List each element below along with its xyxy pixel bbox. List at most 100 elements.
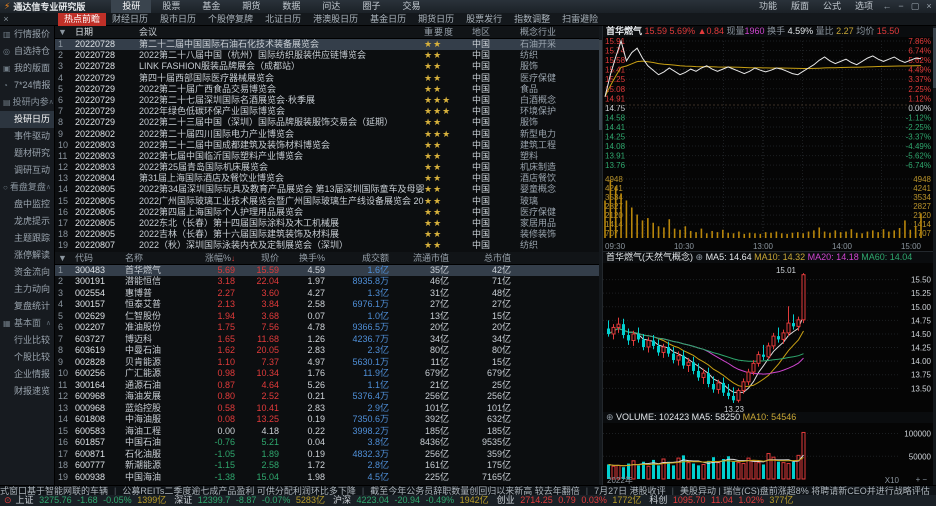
- conference-row-6[interactable]: 7 20220729 2022年绿色低碳环保产业国际博览会 ★★★ 中国 环境保…: [58, 106, 557, 117]
- intraday-chart[interactable]: 15.91 7.86% 15.74 6.74% 15.58 5.62% 15.41 4.49%…: [603, 37, 933, 251]
- stock-row-0[interactable]: 1 300483 首华燃气 5.69 15.59 4.59 1.6亿 35亿 4…: [55, 264, 602, 277]
- conference-row-3[interactable]: 4 20220729 第四十届西部国际医疗器械展览会 ★★ 中国 医疗保健: [58, 72, 557, 83]
- stock-row-7[interactable]: 8 603619 中曼石油 1.62 20.05 2.83 2.3亿 80亿 8…: [58, 345, 511, 356]
- ticker-item-3[interactable]: 7月27日 港股收评: [594, 486, 666, 495]
- conference-row-13[interactable]: 14 20220805 2022第34届深圳国际玩具及教育产品展览会 第13届深…: [58, 184, 557, 195]
- menu-item-3[interactable]: 期货: [242, 1, 261, 11]
- zoom-out-icon[interactable]: −: [922, 475, 929, 484]
- sidebar-item-16[interactable]: 复盘统计: [14, 301, 51, 311]
- sidebar-item-10[interactable]: 盘中监控: [14, 199, 51, 209]
- sidebar-item-20[interactable]: 企业情报: [14, 369, 51, 379]
- sidebar-group-9[interactable]: ○ 看盘复盘 ∧: [0, 179, 54, 196]
- sidebar-item-14[interactable]: 资金流向: [14, 267, 51, 277]
- tab-9[interactable]: 指数调整: [514, 13, 551, 24]
- menu-item-5[interactable]: 问达: [322, 1, 341, 11]
- conference-row-16[interactable]: 17 20220805 2022东北（长春）第十四届国际涂料及木工机械展 ★★ …: [58, 218, 557, 228]
- conference-row-7[interactable]: 8 20220729 2022第二十三届中国（深圳）国际品牌服装服饰交易会（延期…: [58, 117, 539, 128]
- tab-2[interactable]: 股市日历: [160, 13, 197, 24]
- index-3[interactable]: 创业 2714.25 0.79 0.03% 1772亿: [496, 495, 642, 505]
- window-button-3[interactable]: ×: [926, 1, 932, 11]
- menu-item-4[interactable]: 数据: [282, 1, 301, 11]
- menu-right-2[interactable]: 公式: [822, 1, 841, 11]
- conference-row-14[interactable]: 15 20220805 2022广州国际玻璃工业技术展览会暨广州国际玻璃生产线设…: [58, 195, 539, 206]
- conference-row-4[interactable]: 5 20220729 2022第二十届广西食品交易博览会 ★★ 中国 食品: [58, 83, 539, 94]
- sidebar-item-5[interactable]: 投研日历: [0, 111, 54, 128]
- index-1[interactable]: 深证 12399.7 -8.87 -0.07% 5283亿: [174, 495, 325, 505]
- sidebar-item-6[interactable]: 事件驱动: [14, 131, 51, 141]
- conference-row-17[interactable]: 18 20220805 2022吉林（长春）第十六届国际建筑装饰及材料展 ★★ …: [58, 229, 557, 240]
- tab-10[interactable]: 扫雷避险: [562, 13, 599, 24]
- sidebar-item-13[interactable]: 涨停解读: [14, 250, 51, 260]
- tab-7[interactable]: 期货日历: [418, 13, 455, 24]
- kline-chart[interactable]: 15.50 15.25 15.00 14.75 14.50 14.25 14.00 13.75…: [603, 263, 933, 412]
- conference-row-11[interactable]: 12 20220803 2022第25届青岛国际机床展览会 ★★ 中国 机床制造: [58, 162, 557, 173]
- stock-row-10[interactable]: 11 300164 通源石油 0.87 4.64 5.26 1.1亿 21亿 2…: [58, 379, 511, 390]
- conference-row-12[interactable]: 13 20220804 第31届上海国际酒店及餐饮业博览会 ★★ 中国 酒店餐饮: [58, 173, 557, 184]
- sidebar-item-3[interactable]: ◔ 7*24情报: [0, 77, 54, 94]
- index-4[interactable]: 科创 1095.70 11.04 1.02% 377亿: [649, 495, 794, 505]
- seq-header[interactable]: ▼: [58, 27, 67, 37]
- ticker-item-4[interactable]: 美股异动 | 瑞信(CS)盘前涨超8% 将聘请新CEO并进行战略评估: [679, 486, 930, 495]
- conference-row-5[interactable]: 6 20220729 2022第二十七届深圳国际名酒展览会·秋季展 ★★★ 中国…: [58, 94, 557, 105]
- sidebar-item-2[interactable]: ▣ 我的版面: [0, 60, 54, 77]
- window-button-0[interactable]: ←: [882, 1, 892, 11]
- stock-row-18[interactable]: 19 600938 中国海油 -1.38 15.04 1.98 4.5亿 225…: [58, 471, 511, 482]
- ticker-item-1[interactable]: 公募REITs二季度逾七成产品盈利 可供分配利润环比多下降: [122, 486, 356, 495]
- sidebar-item-18[interactable]: 行业比较: [14, 335, 51, 345]
- ticker-item-2[interactable]: 截至今年公务员辞职数量创回归以来新高 较去年翻倍: [370, 486, 580, 495]
- index-0[interactable]: 上证 3275.76 -1.68 -0.05% 1399亿: [15, 495, 167, 505]
- volume-chart[interactable]: 100000 50000 2022年 X10: [603, 423, 933, 484]
- zoom-buttons[interactable]: +−: [916, 475, 929, 484]
- stock-row-12[interactable]: 13 000968 蓝焰控股 0.58 10.41 2.83 2.9亿 101亿…: [58, 402, 511, 413]
- sidebar-item-8[interactable]: 调研互动: [14, 165, 51, 175]
- stock-row-8[interactable]: 9 002828 贝肯能源 1.10 7.37 4.97 5630.1万 11亿…: [58, 356, 511, 367]
- conference-row-8[interactable]: 9 20220802 2022第二十届四川国际电力产业博览会 ★★★ 中国 新型…: [58, 128, 557, 139]
- sidebar-item-15[interactable]: 主力动向: [14, 284, 51, 294]
- conference-row-9[interactable]: 10 20220803 2022第二十二届中国成都建筑及装饰材料博览会 ★★ 中…: [58, 139, 557, 150]
- scrollbar-thumb[interactable]: [599, 40, 602, 130]
- tab-6[interactable]: 基金日历: [370, 13, 407, 24]
- tab-3[interactable]: 个股停复牌: [208, 13, 254, 24]
- menu-right-3[interactable]: 选项: [854, 1, 873, 11]
- menu-item-0[interactable]: 投研: [111, 0, 152, 13]
- tab-0[interactable]: 热点前瞻: [58, 12, 107, 26]
- tab-1[interactable]: 财经日历: [112, 13, 149, 24]
- conference-row-1[interactable]: 2 20220728 2022第二十八届中国（杭州）国际纺织服装供应链博览会 ★…: [58, 50, 539, 61]
- sidebar-item-7[interactable]: 题材研究: [14, 148, 51, 158]
- news-ticker[interactable]: 式窗口基于智能网联的车辆 | 公募REITs二季度逾七成产品盈利 可供分配利润环比多…: [0, 485, 936, 495]
- tab-4[interactable]: 北证日历: [265, 13, 302, 24]
- collapse-icon[interactable]: ∧: [45, 320, 51, 327]
- stock-row-3[interactable]: 4 300157 恒泰艾普 2.13 3.84 2.58 6976.1万 27亿…: [58, 299, 511, 310]
- sidebar-item-11[interactable]: 龙虎提示: [14, 216, 51, 226]
- stock-row-16[interactable]: 17 600871 石化油服 -1.05 1.89 0.19 4832.3万 2…: [58, 448, 511, 459]
- stock-row-1[interactable]: 2 300191 潜能恒信 3.18 22.04 1.97 8935.8万 46…: [58, 276, 511, 287]
- conference-row-15[interactable]: 16 20220805 2022第四届上海国际个人护理用品展览会 ★★ 中国 医…: [58, 206, 557, 217]
- stock-row-17[interactable]: 18 600777 新潮能源 -1.15 2.58 1.72 2.8亿 161亿…: [58, 460, 511, 471]
- table-scrollbar[interactable]: [599, 26, 602, 485]
- window-button-1[interactable]: −: [898, 1, 904, 11]
- close-panel-icon[interactable]: ×: [3, 14, 9, 24]
- menu-item-2[interactable]: 基金: [202, 1, 221, 11]
- stock-row-5[interactable]: 6 002207 准油股份 1.75 7.56 4.78 9366.5万 20亿…: [58, 322, 511, 333]
- stock-row-4[interactable]: 5 002629 仁智股份 1.94 3.68 0.07 1.0亿 13亿 15…: [58, 310, 511, 321]
- window-button-2[interactable]: ▢: [910, 1, 920, 11]
- menu-right-0[interactable]: 功能: [758, 1, 777, 11]
- collapse-icon[interactable]: ∧: [45, 184, 51, 191]
- conference-row-10[interactable]: 11 20220803 2022第七届中国临沂国际塑料产业博览会 ★★ 中国 塑…: [58, 150, 539, 161]
- tab-8[interactable]: 股票发行: [466, 13, 503, 24]
- conference-row-0[interactable]: 1 20220728 第二十二届中国国际石油石化技术装备展览会 ★★ 中国 石油…: [55, 39, 602, 51]
- menu-item-1[interactable]: 股票: [162, 1, 181, 11]
- zoom-in-icon[interactable]: +: [915, 475, 923, 484]
- stock-row-14[interactable]: 15 600583 海油工程 0.00 4.18 0.22 3998.2万 18…: [58, 425, 511, 436]
- sidebar-group-17[interactable]: ▦ 基本面 ∧: [0, 315, 54, 332]
- stock-row-2[interactable]: 3 002554 惠博普 2.27 3.60 4.27 1.3亿 31亿 48亿: [58, 287, 511, 298]
- panel-scrollbar[interactable]: [933, 26, 936, 485]
- conference-row-2[interactable]: 3 20220728 LINK FASHION服装品牌展会（成都站） ★★ 中国…: [58, 61, 539, 72]
- scrollbar-thumb[interactable]: [933, 28, 936, 88]
- stock-row-11[interactable]: 12 600968 海油发展 0.80 2.52 0.21 5376.4万 25…: [58, 391, 511, 402]
- ticker-item-0[interactable]: 式窗口基于智能网联的车辆: [0, 486, 109, 495]
- sidebar-item-1[interactable]: ◎ 自选持仓: [0, 43, 54, 60]
- sidebar-item-0[interactable]: ▥ 行情报价: [0, 26, 54, 43]
- menu-item-6[interactable]: 圈子: [362, 1, 381, 11]
- sidebar-item-21[interactable]: 财报速览: [14, 386, 51, 396]
